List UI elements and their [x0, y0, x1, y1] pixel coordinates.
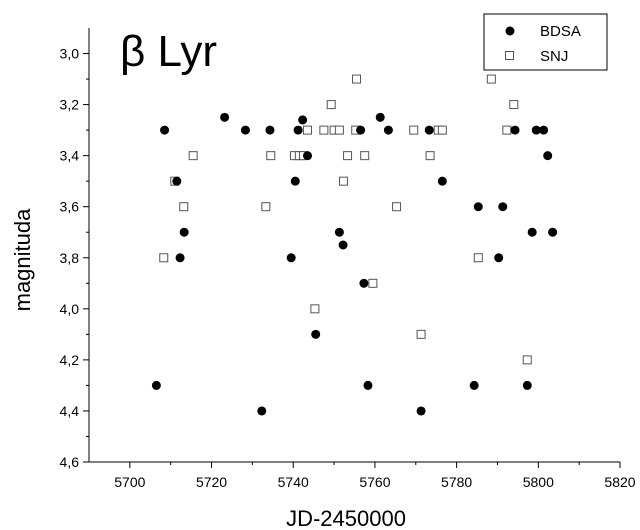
- plot-axes: [88, 28, 620, 463]
- legend-marker-snj: [505, 51, 514, 60]
- bdsa-point: [543, 151, 553, 161]
- bdsa-point: [424, 125, 434, 135]
- snj-point: [437, 125, 447, 135]
- snj-point: [261, 202, 271, 212]
- snj-point: [522, 355, 532, 365]
- bdsa-point: [539, 125, 549, 135]
- y-tick-label: 4,2: [60, 352, 80, 368]
- snj-point: [392, 202, 402, 212]
- y-tick-label: 3,0: [60, 46, 80, 62]
- snj-point: [416, 329, 426, 339]
- bdsa-point: [494, 253, 504, 263]
- snj-point: [409, 125, 419, 135]
- bdsa-point: [359, 278, 369, 288]
- bdsa-point: [527, 227, 537, 237]
- snj-point: [502, 125, 512, 135]
- snj-point: [473, 253, 483, 263]
- bdsa-point: [383, 125, 393, 135]
- snj-point: [334, 125, 344, 135]
- bdsa-point: [172, 176, 182, 186]
- x-tick-label: 5820: [604, 474, 635, 490]
- x-axis-label: JD-2450000: [286, 506, 406, 530]
- snj-point: [368, 278, 378, 288]
- snj-point: [179, 202, 189, 212]
- y-tick-label: 3,2: [60, 97, 80, 113]
- bdsa-point: [548, 227, 558, 237]
- bdsa-point: [334, 227, 344, 237]
- snj-point: [188, 151, 198, 161]
- bdsa-point: [290, 176, 300, 186]
- bdsa-point: [375, 112, 385, 122]
- bdsa-point: [356, 125, 366, 135]
- snj-point: [159, 253, 169, 263]
- x-tick-label: 5800: [523, 474, 554, 490]
- bdsa-point: [175, 253, 185, 263]
- snj-point: [326, 100, 336, 110]
- snj-point: [338, 176, 348, 186]
- y-tick-label: 3,6: [60, 199, 80, 215]
- snj-point: [360, 151, 370, 161]
- x-tick-label: 5760: [359, 474, 390, 490]
- bdsa-point: [531, 125, 541, 135]
- legend-marker-bdsa: [505, 26, 515, 36]
- snj-point: [486, 74, 496, 84]
- chart-annotation: β Lyr: [120, 27, 217, 76]
- bdsa-point: [469, 380, 479, 390]
- bdsa-point: [179, 227, 189, 237]
- y-tick-label: 4,4: [60, 403, 80, 419]
- y-tick-label: 3,8: [60, 250, 80, 266]
- bdsa-point: [363, 380, 373, 390]
- bdsa-point: [338, 240, 348, 250]
- x-tick-label: 5700: [114, 474, 145, 490]
- bdsa-point: [498, 202, 508, 212]
- y-tick-label: 3,4: [60, 148, 80, 164]
- bdsa-point: [416, 406, 426, 416]
- snj-point: [343, 151, 353, 161]
- snj-point: [303, 125, 313, 135]
- x-tick-label: 5780: [441, 474, 472, 490]
- x-tick-label: 5720: [196, 474, 227, 490]
- y-tick-label: 4,0: [60, 301, 80, 317]
- bdsa-point: [303, 151, 313, 161]
- bdsa-point: [510, 125, 520, 135]
- bdsa-point: [160, 125, 170, 135]
- bdsa-point: [311, 329, 321, 339]
- legend-label-bdsa: BDSA: [540, 23, 581, 40]
- bdsa-point: [257, 406, 267, 416]
- bdsa-point: [240, 125, 250, 135]
- y-tick-label: 4,6: [60, 454, 80, 470]
- bdsa-point: [265, 125, 275, 135]
- legend: BDSA SNJ: [483, 13, 608, 71]
- snj-point: [319, 125, 329, 135]
- snj-point: [310, 304, 320, 314]
- legend-label-snj: SNJ: [540, 48, 568, 65]
- data-markers: [151, 74, 558, 416]
- legend-box: [483, 13, 608, 71]
- bdsa-point: [437, 176, 447, 186]
- bdsa-point: [473, 202, 483, 212]
- bdsa-point: [298, 115, 308, 125]
- bdsa-point: [220, 112, 230, 122]
- y-axis-ticks: 3,0 3,2 3,4 3,6 3,8 4,0 4,2 4,4 4,6: [60, 46, 89, 470]
- snj-point: [352, 74, 362, 84]
- bdsa-point: [286, 253, 296, 263]
- x-tick-label: 5740: [278, 474, 309, 490]
- snj-point: [425, 151, 435, 161]
- x-axis-ticks: 5700 5720 5740 5760 5780 5800 5820: [114, 462, 636, 490]
- bdsa-point: [293, 125, 303, 135]
- snj-point: [266, 151, 276, 161]
- y-axis-label: magnituda: [10, 208, 35, 312]
- bdsa-point: [151, 380, 161, 390]
- snj-point: [509, 100, 519, 110]
- bdsa-point: [522, 380, 532, 390]
